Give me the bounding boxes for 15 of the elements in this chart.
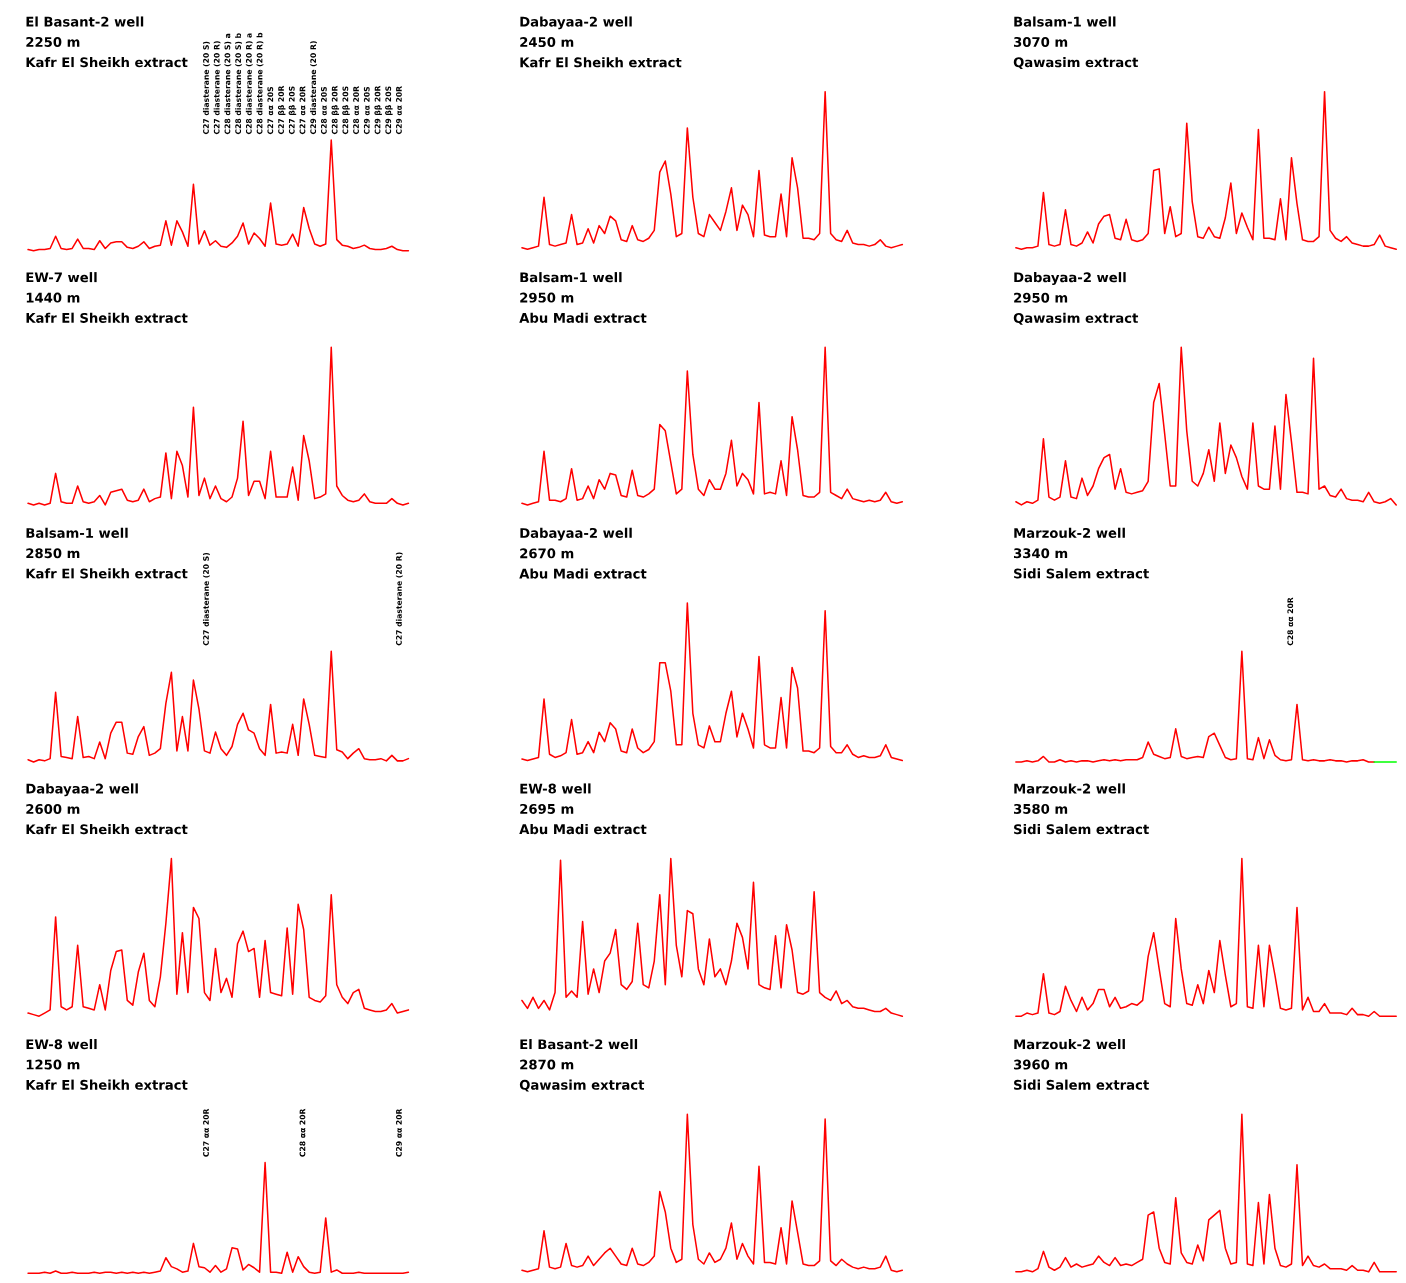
chart-title: El Basant-2 well 2870 m Qawasim extract (519, 1039, 645, 1092)
chart-title: Marzouk-2 well 3340 m Sidi Salem extract (1013, 527, 1149, 579)
chart-title: Dabayaa-2 well 2450 m Kafr El Sheikh extract (520, 16, 682, 68)
chart-title: Dabayaa-2 well 2950 m Qawasim extract (1013, 272, 1139, 325)
chart-title: EW-7 well 1440 m Kafr El Sheikh extract (26, 272, 188, 323)
chart-title: Balsam-1 well 2850 m Kafr El Sheikh extract (26, 527, 188, 579)
chart-title: El Basant-2 well 2250 m Kafr El Sheikh extract (26, 16, 188, 68)
chart-title: Marzouk-2 well 3580 m Sidi Salem extract (1013, 783, 1149, 835)
chart-title: Dabayaa-2 well 2600 m Kafr El Sheikh extract (26, 783, 188, 835)
chart-title: Marzouk-2 well 3960 m Sidi Salem extract (1013, 1039, 1149, 1090)
chart-title: EW-8 well 2695 m Abu Madi extract (519, 783, 647, 835)
chart-title: Balsam-1 well 2950 m Abu Madi extract (519, 272, 647, 323)
chart-title: Dabayaa-2 well 2670 m Abu Madi extract (519, 527, 647, 579)
chart-title: EW-8 well 1250 m Kafr El Sheikh extract (26, 1039, 188, 1090)
chart-title: Balsam-1 well 3070 m Qawasim extract (1013, 16, 1139, 69)
